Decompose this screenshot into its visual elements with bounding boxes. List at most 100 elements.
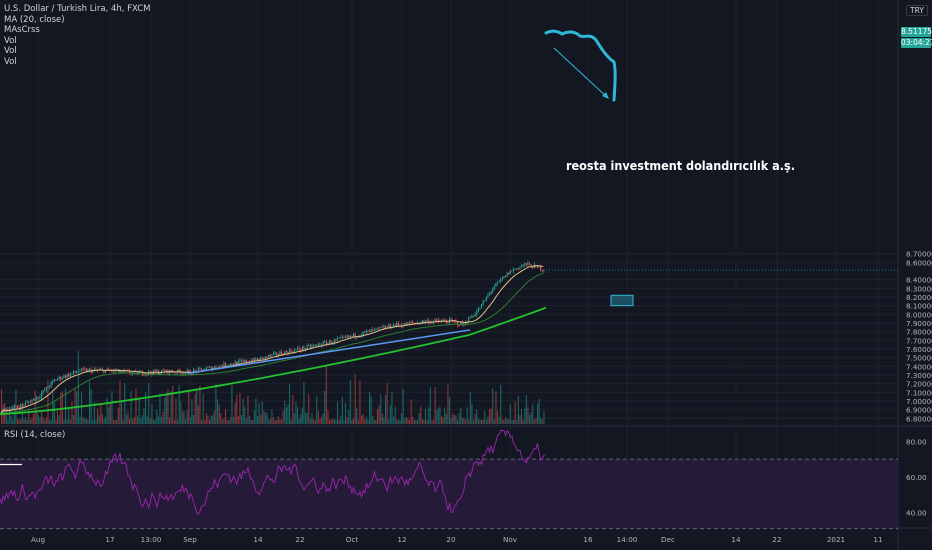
volume-bar [21, 404, 23, 424]
volume-bar [92, 419, 94, 424]
volume-bar [281, 419, 283, 424]
currency-badge[interactable]: TRY [906, 5, 928, 16]
candle [285, 351, 287, 353]
candle [162, 370, 164, 371]
volume-bar [373, 420, 375, 424]
candle [95, 369, 97, 371]
candle [361, 334, 363, 336]
volume-bar [540, 417, 542, 424]
volume-bar [221, 419, 223, 424]
candle [31, 400, 33, 403]
rsi-legend[interactable]: RSI (14, close) [4, 430, 66, 440]
candle [375, 328, 377, 330]
candle [508, 272, 510, 275]
volume-bar [431, 419, 433, 424]
candle [116, 370, 118, 372]
candle [209, 366, 211, 368]
volume-bar [25, 417, 27, 424]
volume-bar [149, 418, 151, 424]
chart-annotation[interactable]: reosta investment dolandırıcılık a.ş. [566, 158, 795, 173]
volume-bar [181, 411, 183, 424]
indicator-vol[interactable]: Vol [4, 46, 17, 56]
candle [377, 327, 379, 329]
candle [279, 352, 281, 355]
volume-bar [391, 391, 393, 424]
candle [47, 387, 49, 388]
candle [39, 397, 41, 398]
volume-bar [117, 407, 119, 424]
candle [417, 322, 419, 324]
candle [74, 371, 76, 373]
time-tick-label: Oct [346, 535, 359, 544]
volume-bar [337, 401, 339, 424]
trendline [187, 329, 471, 374]
volume-bar [242, 398, 244, 424]
candle [255, 358, 257, 360]
volume-bar [346, 417, 348, 424]
candle [479, 308, 481, 310]
volume-bar [105, 416, 107, 424]
price-tick-label: 7.10000 [906, 388, 932, 397]
indicator-mascrss[interactable]: MAsCrss [4, 25, 40, 35]
candle [465, 322, 467, 324]
volume-bar [156, 409, 158, 424]
candle [20, 404, 22, 409]
candle [364, 331, 366, 333]
indicator-vol[interactable]: Vol [4, 35, 17, 46]
candle [492, 288, 494, 292]
volume-bar [36, 409, 38, 424]
volume-bar [529, 414, 531, 424]
candle [404, 322, 406, 326]
volume-bar [301, 407, 303, 424]
candle [484, 300, 486, 302]
candle [77, 371, 79, 373]
time-tick-label: 14 [731, 535, 741, 544]
volume-bar [124, 383, 126, 424]
volume-bar [68, 407, 70, 424]
volume-bar [351, 419, 353, 424]
volume-bar [263, 410, 265, 424]
volume-bar [226, 420, 228, 424]
candle [13, 405, 15, 408]
time-axis: Aug 17 13:00 Sep 14 22 Oct 12 20 Nov 16 14:00 Dec 14 2… [31, 535, 883, 544]
candle [301, 346, 303, 351]
volume-bar [500, 384, 502, 424]
candle [137, 371, 139, 375]
candle [149, 371, 151, 373]
volume-bar [108, 407, 110, 424]
volume-bar [225, 409, 227, 424]
volume-bar [39, 417, 41, 424]
candle [37, 397, 39, 399]
volume-bar [279, 419, 281, 424]
volume-bar [357, 419, 359, 424]
volume-bar [185, 419, 187, 424]
candle [4, 408, 6, 410]
candle [319, 344, 321, 346]
candle [207, 367, 209, 369]
volume-bar [119, 380, 121, 424]
indicator-ma[interactable]: MA (20, close) [4, 14, 65, 25]
volume-bar [244, 406, 246, 424]
indicator-vol[interactable]: Vol [4, 56, 17, 67]
volume-bar [306, 412, 308, 424]
candle [487, 294, 489, 298]
volume-bar [453, 415, 455, 424]
volume-bar [17, 418, 19, 424]
candle [210, 366, 212, 370]
candle [129, 370, 131, 374]
volume-bar [441, 416, 443, 424]
ma-slow-line [0, 306, 547, 415]
time-tick-label: 17 [105, 535, 114, 544]
candle [516, 268, 518, 269]
symbol-title[interactable]: U.S. Dollar / Turkish Lira, 4h, FXCM [4, 4, 151, 14]
volume-bar [338, 419, 340, 424]
volume-bar [284, 400, 286, 424]
volume-bar [255, 398, 257, 424]
volume-bar [314, 420, 316, 424]
volume-bar [137, 416, 139, 424]
candle [460, 322, 462, 326]
volume-bar [385, 395, 387, 424]
volume-bar [26, 420, 28, 424]
candle [473, 316, 475, 317]
